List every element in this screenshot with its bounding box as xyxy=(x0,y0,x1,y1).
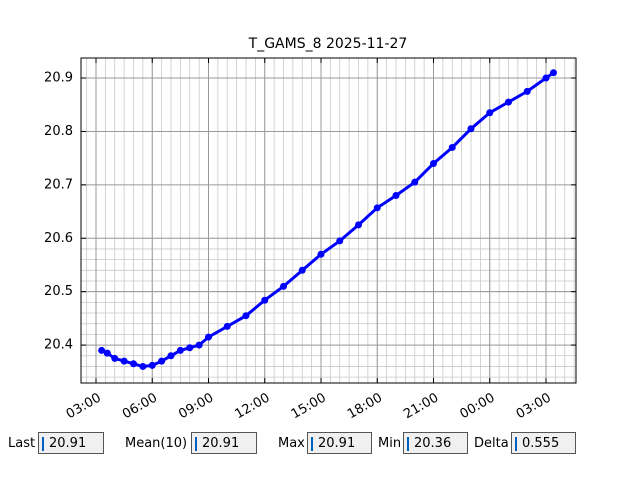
status-fields: Last 20.91 Mean(10) 20.91 Max 20.91 Min 20.36 De… xyxy=(0,432,640,458)
x-tick-label: 12:00 xyxy=(233,391,273,423)
data-point xyxy=(103,349,111,357)
data-point xyxy=(167,352,175,360)
data-point xyxy=(467,125,475,133)
x-tick-label: 15:00 xyxy=(289,391,329,423)
x-tick-label: 00:00 xyxy=(458,391,498,423)
data-point xyxy=(261,296,269,304)
data-point xyxy=(98,346,106,354)
data-point xyxy=(486,109,494,117)
field-label: Delta xyxy=(474,436,509,451)
data-point xyxy=(430,159,437,167)
plot-frame xyxy=(80,57,577,384)
data-point xyxy=(355,221,362,229)
y-tick-label: 20.8 xyxy=(44,124,73,139)
data-point xyxy=(223,322,231,330)
data-point xyxy=(448,143,456,151)
field-value[interactable]: 20.36 xyxy=(403,432,468,454)
x-tick-label: 21:00 xyxy=(401,391,441,423)
data-point xyxy=(542,74,550,82)
data-line xyxy=(100,71,555,368)
field-label: Min xyxy=(378,436,402,451)
data-point xyxy=(195,341,203,349)
data-point xyxy=(176,346,184,354)
field-value[interactable]: 20.91 xyxy=(307,432,372,454)
data-point xyxy=(280,282,287,290)
data-point xyxy=(336,237,344,245)
chart-title: T_GAMS_8 2025-11-27 xyxy=(248,36,408,52)
y-tick-label: 20.6 xyxy=(44,231,73,246)
data-point xyxy=(242,312,250,320)
data-point xyxy=(130,360,137,368)
data-point xyxy=(317,250,325,258)
field-label: Last xyxy=(8,436,36,451)
field-label: Max xyxy=(278,436,305,451)
data-point xyxy=(411,178,419,186)
data-point xyxy=(505,98,512,106)
data-point xyxy=(158,357,166,365)
y-tick-label: 20.7 xyxy=(44,177,73,192)
data-point xyxy=(148,361,156,369)
x-tick-label: 06:00 xyxy=(120,391,160,423)
data-point xyxy=(392,192,400,200)
data-point xyxy=(373,204,381,212)
y-tick-label: 20.4 xyxy=(44,338,73,353)
data-point xyxy=(111,354,119,362)
field-value[interactable]: 20.91 xyxy=(38,432,104,454)
data-point xyxy=(523,87,531,95)
x-tick-label: 03:00 xyxy=(514,391,554,423)
field-label: Mean(10) xyxy=(125,436,188,451)
data-point xyxy=(298,266,306,274)
y-tick-label: 20.9 xyxy=(44,71,73,86)
data-point xyxy=(139,362,147,370)
x-tick-label: 18:00 xyxy=(345,391,385,423)
data-point xyxy=(550,69,557,77)
data-point xyxy=(120,357,128,365)
chart: T_GAMS_8 2025-11-27 20.4 20.5 20.6 20.7 20.8… xyxy=(44,36,577,423)
data-point xyxy=(186,344,194,352)
y-tick-label: 20.5 xyxy=(44,284,73,299)
x-tick-label: 09:00 xyxy=(176,391,216,423)
data-point xyxy=(205,333,212,341)
x-tick-label: 03:00 xyxy=(64,391,104,423)
field-value[interactable]: 20.91 xyxy=(191,432,257,454)
field-value[interactable]: 0.555 xyxy=(511,432,576,454)
